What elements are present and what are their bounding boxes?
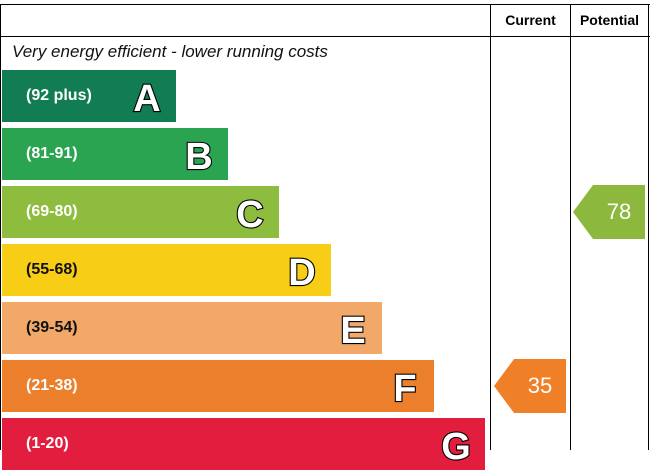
band-letter-text: B: [185, 136, 212, 178]
band-letter: G: [440, 425, 472, 469]
epc-chart: Current Potential Very energy efficient …: [0, 4, 650, 470]
band-letter: B: [184, 135, 214, 179]
band-letter-text: F: [393, 368, 416, 410]
band-letter: C: [235, 193, 265, 237]
potential-arrow-shape: [573, 185, 645, 239]
band-range-label: (92 plus): [26, 87, 92, 104]
potential-rating-arrow: 78: [573, 185, 645, 239]
current-column-divider: [490, 4, 491, 450]
band-e: (39-54) E: [2, 302, 382, 354]
current-rating-value: 35: [527, 373, 553, 398]
band-letter: D: [287, 251, 317, 295]
band-range-label: (39-54): [26, 319, 78, 336]
right-border: [648, 4, 649, 450]
band-b: (81-91) B: [2, 128, 228, 180]
band-letter-text: G: [441, 426, 471, 468]
band-a: (92 plus) A: [2, 70, 176, 122]
band-letter-text: E: [340, 310, 365, 352]
band-g: (1-20) G: [2, 418, 485, 470]
current-rating-arrow: 35: [494, 359, 566, 413]
left-border: [0, 4, 1, 450]
band-letter: F: [392, 367, 417, 411]
efficiency-tagline: Very energy efficient - lower running co…: [12, 42, 328, 61]
band-c: (69-80) C: [2, 186, 279, 238]
potential-rating-value: 78: [606, 199, 632, 224]
potential-column-divider: [570, 4, 571, 450]
band-range-label: (1-20): [26, 435, 69, 452]
band-range-label: (69-80): [26, 203, 78, 220]
band-letter-text: D: [288, 252, 315, 294]
band-letter: A: [132, 77, 162, 121]
band-range-label: (81-91): [26, 145, 78, 162]
current-arrow-shape: [494, 359, 566, 413]
band-range-label: (55-68): [26, 261, 78, 278]
potential-header: Potential: [579, 12, 640, 28]
band-letter: E: [339, 309, 367, 353]
current-header: Current: [505, 12, 556, 28]
band-letter-text: C: [236, 194, 263, 236]
band-f: (21-38) F: [2, 360, 434, 412]
band-range-label: (21-38): [26, 377, 78, 394]
band-letter-text: A: [133, 78, 160, 120]
top-border: [0, 4, 650, 5]
band-d: (55-68) D: [2, 244, 331, 296]
header-divider: [0, 36, 650, 37]
